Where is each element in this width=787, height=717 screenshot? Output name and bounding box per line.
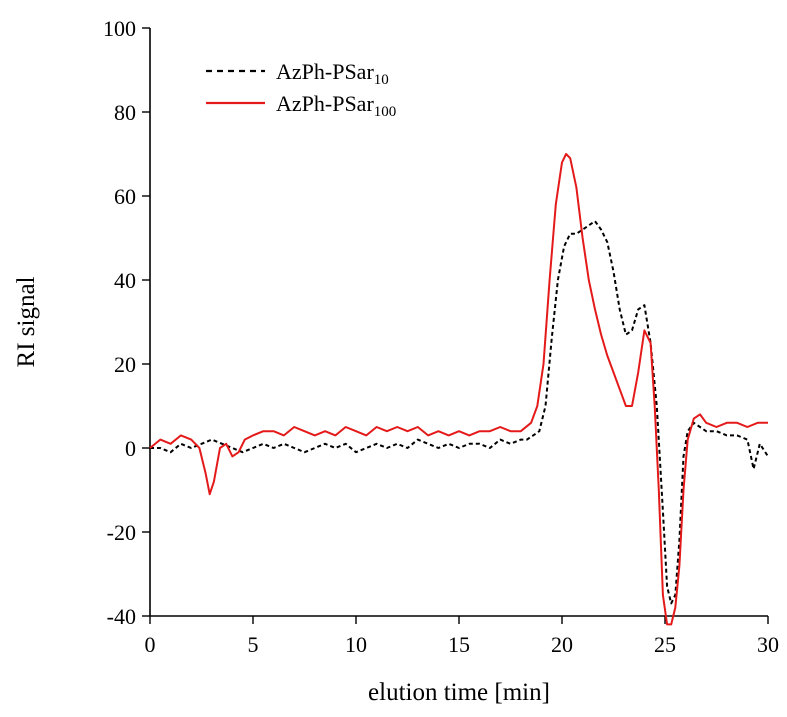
- y-tick-label-60: 60: [114, 184, 136, 209]
- y-tick-label--40: -40: [107, 604, 136, 629]
- legend-entry-1: AzPh-PSar10: [206, 59, 389, 88]
- y-tick-label-0: 0: [125, 436, 136, 461]
- axes: [149, 28, 768, 617]
- x-tick-label-30: 30: [757, 632, 779, 657]
- y-tick-label-40: 40: [114, 268, 136, 293]
- x-tick-label-25: 25: [654, 632, 676, 657]
- y-axis-title: RI signal: [13, 276, 40, 367]
- x-tick-label-0: 0: [145, 632, 156, 657]
- x-tick-label-20: 20: [551, 632, 573, 657]
- x-tick-label-10: 10: [345, 632, 367, 657]
- y-tick-label-100: 100: [103, 16, 136, 41]
- legend-label-2-subscript: 100: [374, 104, 397, 120]
- legend-label-1-subscript: 10: [374, 72, 389, 88]
- series-line-2: [149, 153, 768, 626]
- y-tick-label-80: 80: [114, 100, 136, 125]
- y-tick-label--20: -20: [107, 520, 136, 545]
- legend-entry-2: AzPh-PSar100: [206, 91, 396, 120]
- x-axis-title: elution time [min]: [368, 679, 550, 706]
- x-tick-label-15: 15: [448, 632, 470, 657]
- legend-label-2: AzPh-PSar100: [276, 91, 396, 120]
- legend-label-1: AzPh-PSar10: [276, 59, 389, 88]
- series-lines: [149, 153, 769, 626]
- ticks: 0 5 10 15 20 25 30 100 80 60 40 20 0 -20 -40: [103, 16, 779, 657]
- x-tick-label-5: 5: [248, 632, 259, 657]
- legend: AzPh-PSar10 AzPh-PSar100: [206, 59, 396, 120]
- legend-label-1-base: AzPh-PSar: [276, 59, 374, 84]
- y-tick-label-20: 20: [114, 352, 136, 377]
- series-line-1: [150, 220, 769, 605]
- legend-label-2-base: AzPh-PSar: [276, 91, 374, 116]
